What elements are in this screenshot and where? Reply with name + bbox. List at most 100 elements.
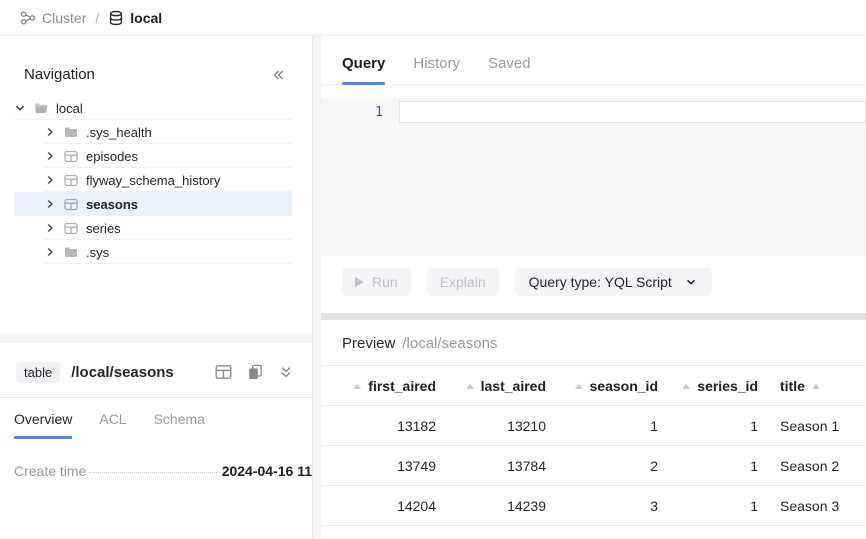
column-header-first-aired[interactable]: first_aired: [321, 366, 436, 406]
cell-season-id: 1: [546, 405, 658, 446]
cluster-icon: [20, 10, 36, 26]
vertical-splitter[interactable]: [313, 36, 321, 539]
table-row: 13749 13784 2 1 Season 2: [321, 445, 866, 486]
cell-series-id: 1: [658, 405, 758, 446]
chevron-down-icon[interactable]: [14, 102, 26, 114]
table-row: 13182 13210 1 1 Season 1: [321, 405, 866, 446]
query-type-dropdown[interactable]: Query type: YQL Script: [514, 268, 712, 296]
info-row-create-time: Create time 2024-04-16 11: [14, 463, 312, 479]
sort-asc-icon: [811, 383, 820, 389]
tree-item-sys[interactable]: .sys: [14, 240, 292, 264]
tab-saved[interactable]: Saved: [488, 55, 531, 72]
editor-current-line[interactable]: [399, 101, 866, 123]
copy-icon[interactable]: [247, 364, 263, 380]
cell-first-aired: 13182: [321, 405, 436, 446]
query-editor[interactable]: 1: [321, 98, 866, 256]
tree-item-label: flyway_schema_history: [86, 172, 221, 188]
tree-item-label: episodes: [86, 148, 139, 164]
cell-series-id: 1: [658, 485, 758, 526]
tree-item-series[interactable]: series: [14, 216, 292, 240]
tab-history[interactable]: History: [413, 55, 461, 72]
left-panel: Navigation: [0, 36, 313, 539]
preview-path: /local/seasons: [402, 335, 498, 352]
tree-item-label: series: [86, 220, 121, 236]
object-panel-divider: [0, 397, 312, 398]
table-icon: [64, 198, 78, 211]
tree-item-label: local: [56, 100, 83, 116]
breadcrumb-separator: /: [95, 9, 100, 26]
info-label: Create time: [14, 463, 87, 479]
sort-asc-icon: [574, 383, 583, 389]
cell-first-aired: 13749: [321, 445, 436, 486]
object-info-panel: table /local/seasons: [0, 343, 312, 539]
tab-schema[interactable]: Schema: [153, 411, 205, 427]
column-header-season-id[interactable]: season_id: [546, 366, 658, 406]
sort-asc-icon: [353, 383, 362, 389]
chevron-right-icon[interactable]: [44, 174, 56, 186]
explain-button[interactable]: Explain: [426, 268, 499, 296]
navigation-panel: Navigation: [0, 36, 312, 333]
cell-title: Season 3: [758, 485, 866, 526]
folder-icon: [64, 246, 78, 258]
cell-season-id: 2: [546, 445, 658, 486]
cell-season-id: 3: [546, 485, 658, 526]
navigation-tree: local .sys_health: [0, 96, 312, 264]
tab-acl[interactable]: ACL: [99, 411, 127, 427]
grid-view-icon[interactable]: [215, 364, 232, 380]
query-tabs: Query History Saved: [321, 36, 866, 85]
folder-icon: [64, 126, 78, 138]
column-header-series-id[interactable]: series_id: [658, 366, 758, 406]
cell-last-aired: 13784: [436, 445, 546, 486]
editor-line-number: 1: [375, 105, 383, 120]
table-icon: [64, 150, 78, 163]
table-icon: [64, 174, 78, 187]
breadcrumb-cluster-label: Cluster: [42, 9, 87, 26]
breadcrumb: Cluster / local: [0, 0, 866, 36]
database-icon: [108, 10, 124, 26]
collapse-nav-icon[interactable]: [270, 67, 286, 83]
tree-item-label: seasons: [86, 196, 139, 212]
info-value: 2024-04-16 11: [221, 463, 312, 479]
preview-panel: Preview /local/seasons first_aired: [321, 320, 866, 539]
cell-title: Season 2: [758, 445, 866, 486]
tree-item-label: .sys_health: [86, 124, 152, 140]
tree-item-label: .sys: [86, 244, 110, 260]
breadcrumb-cluster[interactable]: Cluster: [20, 10, 86, 26]
sort-asc-icon: [682, 383, 691, 389]
preview-table: first_aired last_aired season_id series_…: [321, 365, 866, 526]
column-header-last-aired[interactable]: last_aired: [436, 366, 546, 406]
breadcrumb-database[interactable]: local: [108, 10, 162, 26]
folder-open-icon: [34, 102, 48, 114]
tab-query[interactable]: Query: [342, 55, 386, 85]
tree-item-flyway-schema-history[interactable]: flyway_schema_history: [14, 168, 292, 192]
navigation-title: Navigation: [24, 66, 95, 83]
left-horizontal-splitter[interactable]: [0, 333, 312, 343]
cell-last-aired: 13210: [436, 405, 546, 446]
tree-item-local[interactable]: local: [14, 96, 292, 120]
chevron-right-icon[interactable]: [44, 126, 56, 138]
query-actions: Run Explain Query type: YQL Script: [342, 268, 866, 296]
cell-last-aired: 14239: [436, 485, 546, 526]
run-button[interactable]: Run: [342, 268, 411, 296]
dotted-leader: [89, 472, 219, 473]
chevron-right-icon[interactable]: [44, 222, 56, 234]
preview-title: Preview: [342, 335, 396, 352]
chevron-right-icon[interactable]: [44, 150, 56, 162]
sort-asc-icon: [465, 383, 474, 389]
tree-item-sys-health[interactable]: .sys_health: [14, 120, 292, 144]
breadcrumb-database-label: local: [130, 9, 163, 26]
right-panel: Query History Saved 1 Run Explain Query …: [321, 36, 866, 539]
double-chevron-down-icon[interactable]: [278, 364, 294, 380]
right-horizontal-splitter[interactable]: [321, 313, 866, 320]
column-header-title[interactable]: title: [758, 366, 866, 406]
run-icon: [355, 277, 364, 287]
cell-first-aired: 14204: [321, 485, 436, 526]
chevron-right-icon[interactable]: [44, 198, 56, 210]
tree-item-seasons[interactable]: seasons: [14, 192, 292, 216]
cell-series-id: 1: [658, 445, 758, 486]
chevron-right-icon[interactable]: [44, 246, 56, 258]
object-path: /local/seasons: [71, 363, 174, 381]
tree-item-episodes[interactable]: episodes: [14, 144, 292, 168]
tab-overview[interactable]: Overview: [14, 411, 73, 439]
